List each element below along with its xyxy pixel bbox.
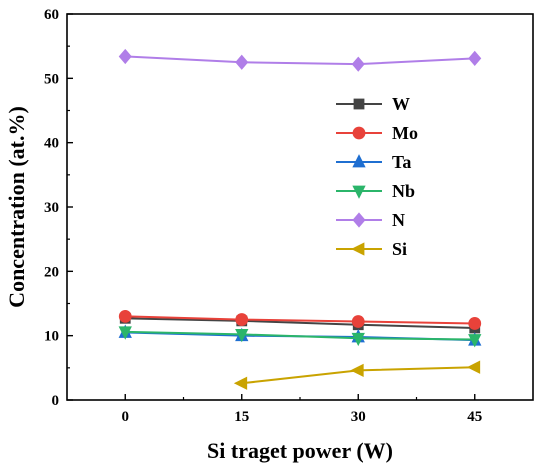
- legend-label-ta: Ta: [392, 152, 411, 172]
- legend-label-n: N: [392, 210, 405, 230]
- y-tick-label: 0: [52, 393, 60, 409]
- data-point-nb: [351, 332, 365, 347]
- plot-frame: [66, 13, 534, 401]
- series-line-nb: [125, 330, 475, 341]
- legend-item-mo: Mo: [336, 123, 418, 143]
- legend-marker-si: [351, 242, 365, 256]
- data-point-nb: [118, 326, 132, 340]
- data-point-n: [468, 50, 482, 67]
- data-point-mo: [118, 309, 132, 323]
- x-tick-label: 30: [351, 409, 366, 425]
- axis-ticks: [67, 13, 476, 401]
- y-tick-label: 50: [44, 71, 59, 87]
- legend-marker-n: [352, 212, 366, 228]
- series-layer: [118, 48, 482, 390]
- data-point-si: [350, 363, 364, 378]
- legend-marker-w: [353, 98, 365, 110]
- legend-marker-ta: [352, 154, 366, 168]
- legend-label-nb: Nb: [392, 181, 415, 201]
- series-line-w: [125, 317, 475, 329]
- x-axis-title: Si traget power (W): [207, 438, 393, 463]
- legend: W Mo Ta Nb N Si: [336, 94, 418, 259]
- data-point-mo: [468, 317, 482, 330]
- data-point-n: [235, 54, 249, 70]
- series-mo: [118, 309, 482, 330]
- y-axis-title: Concentration (at.%): [4, 106, 29, 308]
- legend-label-mo: Mo: [392, 123, 418, 143]
- legend-item-ta: Ta: [336, 152, 411, 172]
- legend-item-w: W: [336, 94, 410, 114]
- data-point-si: [233, 376, 248, 390]
- data-point-mo: [235, 313, 249, 326]
- data-point-n: [118, 48, 132, 65]
- series-line-n: [125, 55, 475, 66]
- tick-labels: 0 15 30 45 0 10 20 30 40 50 60: [44, 7, 482, 425]
- x-tick-label: 45: [467, 409, 482, 425]
- data-point-nb: [468, 334, 482, 348]
- y-tick-label: 20: [44, 264, 59, 280]
- data-point-mo: [351, 315, 365, 328]
- legend-item-n: N: [336, 210, 405, 230]
- data-point-n: [351, 56, 365, 72]
- series-n: [118, 48, 482, 72]
- y-tick-label: 40: [44, 136, 59, 152]
- x-tick-label: 15: [234, 409, 249, 425]
- data-point-si: [466, 360, 481, 374]
- y-tick-label: 60: [44, 7, 59, 23]
- y-tick-label: 10: [44, 329, 59, 345]
- y-tick-label: 30: [44, 200, 59, 216]
- legend-item-nb: Nb: [336, 181, 415, 201]
- legend-label-w: W: [392, 94, 410, 114]
- legend-item-si: Si: [336, 239, 407, 259]
- series-si: [233, 360, 481, 390]
- data-point-nb: [235, 328, 249, 343]
- series-nb: [118, 326, 482, 348]
- legend-marker-nb: [352, 185, 366, 199]
- series-line-mo: [125, 315, 475, 325]
- x-tick-label: 0: [122, 409, 130, 425]
- legend-marker-mo: [352, 126, 366, 140]
- legend-label-si: Si: [392, 239, 407, 259]
